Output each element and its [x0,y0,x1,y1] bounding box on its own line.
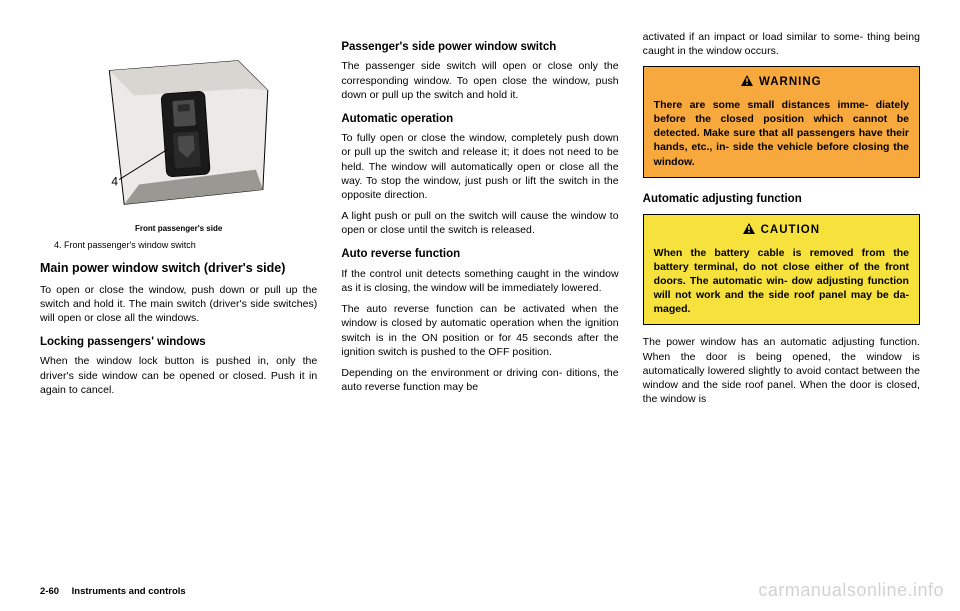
warning-body: There are some small distances imme- dia… [654,98,909,169]
caution-title: CAUTION [761,224,820,236]
para-auto-2: A light push or pull on the switch will … [341,209,618,237]
watermark: carmanualsonline.info [758,580,944,601]
caution-box: CAUTION When the battery cable is remove… [643,214,920,325]
switch-illustration: 4 [40,50,317,220]
para-auto-1: To fully open or close the window, compl… [341,131,618,202]
para-locking: When the window lock button is pushed in… [40,354,317,397]
column-3: activated if an impact or load similar t… [643,30,920,570]
heading-auto-reverse: Auto reverse function [341,247,618,261]
warning-title-row: WARNING [654,75,909,92]
page-number: 2-60 [40,586,59,597]
heading-passenger-switch: Passenger's side power window switch [341,40,618,54]
column-2: Passenger's side power window switch The… [341,30,618,570]
para-rev-1: If the control unit detects something ca… [341,267,618,295]
lock-button [172,100,196,127]
page-footer: 2-60 Instruments and controls [40,586,186,597]
figure-legend: 4. Front passenger's window switch [54,239,317,251]
figure-caption: Front passenger's side [40,224,317,235]
heading-auto-adjust: Automatic adjusting function [643,192,920,206]
switch-svg: 4 [40,50,317,220]
column-layout: 4 Front passenger's side 4. Front passen… [40,30,920,570]
legend-item: 4. Front passenger's window switch [54,239,317,251]
heading-main-switch: Main power window switch (driver's side) [40,261,317,277]
para-cont: activated if an impact or load similar t… [643,30,920,58]
warning-title: WARNING [759,76,822,88]
heading-locking: Locking passengers' windows [40,335,317,349]
para-rev-3: Depending on the environment or driving … [341,366,618,394]
warning-box: WARNING There are some small distances i… [643,66,920,177]
column-1: 4 Front passenger's side 4. Front passen… [40,30,317,570]
lock-indicator [178,104,190,112]
caution-title-row: CAUTION [654,223,909,240]
manual-page: 4 Front passenger's side 4. Front passen… [0,0,960,611]
section-title: Instruments and controls [72,586,186,597]
para-rev-2: The auto reverse function can be activat… [341,302,618,359]
para-adj: The power window has an automatic adjust… [643,335,920,406]
para-passenger-switch: The passenger side switch will open or c… [341,59,618,102]
warning-icon [741,75,753,92]
para-main-switch: To open or close the window, push down o… [40,283,317,326]
heading-auto-operation: Automatic operation [341,112,618,126]
caution-body: When the battery cable is removed from t… [654,246,909,317]
caution-icon [743,223,755,240]
callout-number: 4 [111,175,118,189]
